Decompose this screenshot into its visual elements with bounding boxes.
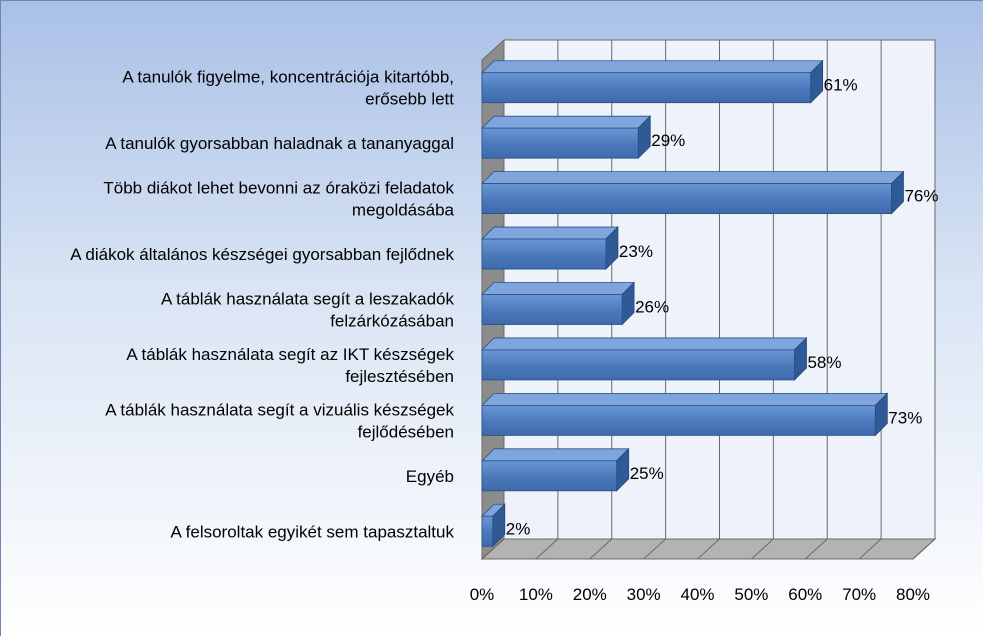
bar (481, 503, 506, 548)
bar-front-face (481, 460, 618, 492)
category-label-line: felzárkózásában (330, 312, 454, 331)
x-tick-label: 60% (788, 585, 822, 604)
bar-top-face (481, 392, 889, 406)
bar-front-face (481, 183, 892, 215)
category-label-line: erősebb lett (365, 90, 454, 109)
category-label: A táblák használata segít a leszakadók fe… (161, 290, 454, 331)
floor-gridline (589, 538, 613, 560)
category-label-line: A diákok általános készségei gyorsabban … (70, 245, 454, 264)
category-label: A diákok általános készségei gyorsabban … (70, 245, 454, 264)
category-label: A táblák használata segít a vizuális kés… (105, 400, 454, 441)
bar-front-face (481, 238, 607, 270)
data-label: 73% (888, 408, 922, 427)
floor-gridline (912, 538, 936, 560)
category-label: Egyéb (406, 467, 454, 486)
bar-front-face (481, 72, 812, 104)
data-label: 58% (807, 353, 841, 372)
bar-top-face (481, 337, 808, 351)
data-label: 2% (506, 519, 531, 538)
data-label: 26% (635, 298, 669, 317)
data-label: 25% (630, 464, 664, 483)
x-tick-label: 10% (519, 585, 553, 604)
bar (481, 392, 889, 437)
x-tick-label: 0% (470, 585, 495, 604)
floor-gridline (804, 538, 828, 560)
bar-front-face (481, 515, 494, 547)
category-label-line: A tanulók gyorsabban haladnak a tananyag… (105, 134, 454, 153)
floor-gridline (535, 538, 559, 560)
x-tick-label: 40% (680, 585, 714, 604)
bar (481, 170, 905, 215)
category-label-line: fejlődésében (358, 422, 454, 441)
bar (481, 226, 619, 271)
bar-top-face (481, 282, 636, 295)
bar (481, 447, 630, 492)
x-tick-label: 50% (734, 585, 768, 604)
category-label: A tanulók figyelme, koncentrációja kitar… (122, 68, 454, 109)
bar-top-face (481, 448, 630, 462)
bar-front-face (481, 404, 876, 436)
category-label-line: A táblák használata segít az IKT készség… (126, 345, 454, 364)
floor-gridline (858, 538, 882, 560)
floor-gridline (697, 538, 720, 560)
bar-top-face (481, 226, 619, 240)
bar (481, 336, 808, 381)
bar-top-face (481, 171, 905, 185)
floor-gridline (751, 538, 774, 560)
category-label-line: A felsoroltak egyikét sem tapasztaltuk (171, 522, 455, 541)
category-label: Több diákot lehet bevonni az óraközi fel… (103, 179, 454, 220)
bar (481, 281, 636, 326)
category-label: A felsoroltak egyikét sem tapasztaltuk (171, 522, 455, 541)
bar (481, 59, 824, 104)
data-label: 76% (904, 187, 938, 206)
bar (481, 115, 652, 160)
category-label: A tanulók gyorsabban haladnak a tananyag… (105, 134, 454, 153)
x-tick-label: 80% (896, 585, 930, 604)
x-tick-label: 70% (842, 585, 876, 604)
category-label-line: A tanulók figyelme, koncentrációja kitar… (122, 68, 454, 87)
category-label-line: Több diákot lehet bevonni az óraközi fel… (103, 179, 454, 198)
bar-front-face (481, 294, 623, 325)
data-label: 23% (619, 242, 653, 261)
bar-top-face (481, 60, 824, 74)
category-label-line: A táblák használata segít a leszakadók (161, 290, 454, 309)
floor-gridline (643, 538, 666, 560)
category-label-line: megoldásába (352, 201, 455, 220)
data-label: 29% (651, 131, 685, 150)
x-tick-label: 30% (627, 585, 661, 604)
bar-front-face (481, 349, 795, 381)
floor-gridline (481, 538, 505, 560)
category-label-line: A táblák használata segít a vizuális kés… (105, 400, 454, 419)
bar-front-face (481, 127, 639, 159)
data-label: 61% (824, 76, 858, 95)
category-label-line: fejlesztésében (345, 367, 454, 386)
bar-top-face (481, 115, 652, 129)
x-tick-label: 20% (573, 585, 607, 604)
category-label-line: Egyéb (406, 467, 454, 486)
category-label: A táblák használata segít az IKT készség… (126, 345, 454, 386)
